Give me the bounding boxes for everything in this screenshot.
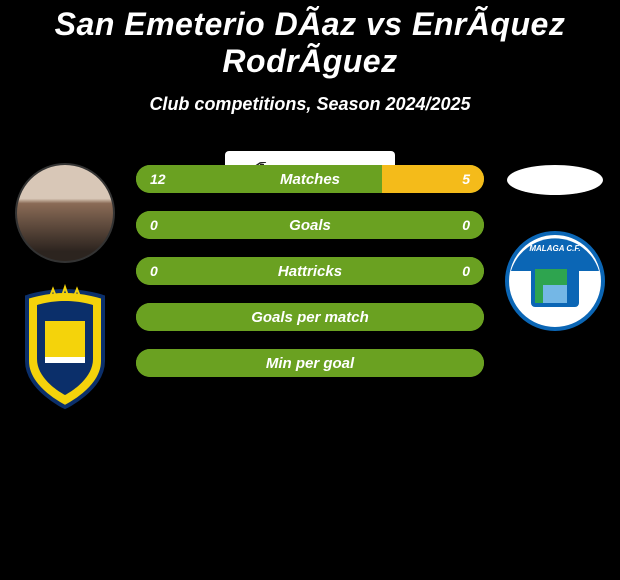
stat-label: Goals per match bbox=[251, 309, 369, 326]
stat-right-value: 0 bbox=[462, 217, 470, 233]
stat-row: Goals per match bbox=[136, 303, 484, 331]
comparison-area: MALAGA C.F. 12 5 Matches 0 0 Goals 0 0 Hattricks… bbox=[0, 151, 620, 571]
stat-row: Min per goal bbox=[136, 349, 484, 377]
stat-left-value: 0 bbox=[150, 263, 158, 279]
stat-rows: 12 5 Matches 0 0 Goals 0 0 Hattricks Goals per ma… bbox=[136, 165, 484, 395]
stat-row: 12 5 Matches bbox=[136, 165, 484, 193]
bar-left bbox=[136, 165, 382, 193]
stat-label: Matches bbox=[280, 171, 340, 188]
stat-row: 0 0 Goals bbox=[136, 211, 484, 239]
stat-right-value: 5 bbox=[462, 171, 470, 187]
cadiz-crest-icon bbox=[15, 281, 115, 411]
stat-label: Min per goal bbox=[266, 355, 354, 372]
stat-label: Goals bbox=[289, 217, 331, 234]
stat-left-value: 12 bbox=[150, 171, 166, 187]
stat-right-value: 0 bbox=[462, 263, 470, 279]
svg-text:MALAGA C.F.: MALAGA C.F. bbox=[529, 244, 580, 253]
stat-label: Hattricks bbox=[278, 263, 342, 280]
stat-left-value: 0 bbox=[150, 217, 158, 233]
right-player-photo bbox=[507, 165, 603, 195]
page-title: San Emeterio DÃ­az vs EnrÃ­quez RodrÃ­gu… bbox=[0, 0, 620, 80]
right-club-crest: MALAGA C.F. bbox=[505, 231, 605, 361]
right-column: MALAGA C.F. bbox=[490, 151, 620, 361]
left-column bbox=[0, 151, 130, 411]
subtitle: Club competitions, Season 2024/2025 bbox=[0, 94, 620, 115]
left-player-photo bbox=[15, 163, 115, 263]
malaga-crest-icon: MALAGA C.F. bbox=[505, 231, 605, 331]
left-club-crest bbox=[15, 281, 115, 411]
stat-row: 0 0 Hattricks bbox=[136, 257, 484, 285]
